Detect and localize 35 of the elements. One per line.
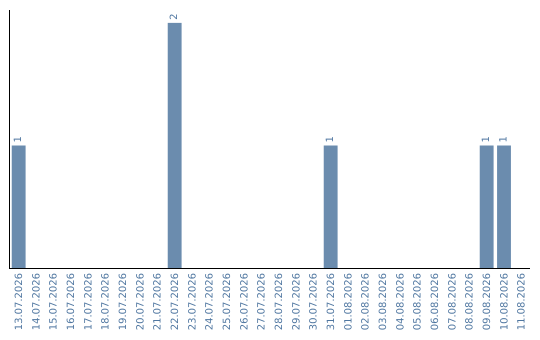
x-tick-label: 15.07.2026 <box>48 273 60 330</box>
x-tick-label: 25.07.2026 <box>222 273 233 330</box>
x-tick-label: 06.08.2026 <box>430 273 441 330</box>
x-tick-label: 10.08.2026 <box>499 273 510 330</box>
data-label: 1 <box>481 136 492 142</box>
data-label: 2 <box>169 14 180 20</box>
x-tick-label: 11.08.2026 <box>516 273 528 330</box>
x-tick-label: 02.08.2026 <box>360 273 372 330</box>
data-label: 1 <box>325 136 336 142</box>
x-tick-label: 01.08.2026 <box>343 273 354 330</box>
x-tick-label: 16.07.2026 <box>66 273 77 330</box>
x-tick-label: 23.07.2026 <box>187 273 198 330</box>
x-tick-label: 14.07.2026 <box>31 273 42 330</box>
data-label: 1 <box>13 136 24 142</box>
x-tick-label: 31.07.2026 <box>326 273 337 330</box>
x-tick-label: 28.07.2026 <box>274 273 285 330</box>
x-tick-label: 09.08.2026 <box>482 273 493 330</box>
x-tick-label: 13.07.2026 <box>14 273 25 330</box>
x-tick-label: 07.08.2026 <box>447 273 458 330</box>
data-label: 1 <box>498 136 510 142</box>
x-tick-label: 18.07.2026 <box>100 273 112 330</box>
x-tick-label: 05.08.2026 <box>412 273 424 330</box>
x-tick-label: 17.07.2026 <box>83 273 94 330</box>
x-tick-label: 24.07.2026 <box>204 273 216 330</box>
x-tick-label: 26.07.2026 <box>239 273 250 330</box>
x-tick-label: 27.07.2026 <box>256 273 268 330</box>
x-tick-label: 29.07.2026 <box>291 273 302 330</box>
x-tick-label: 21.07.2026 <box>152 273 164 330</box>
x-tick-label: 22.07.2026 <box>170 273 181 330</box>
x-tick-label: 03.08.2026 <box>378 273 389 330</box>
x-tick-label: 08.08.2026 <box>464 273 476 330</box>
x-tick-label: 04.08.2026 <box>395 273 406 330</box>
x-tick-label: 20.07.2026 <box>135 273 146 330</box>
x-tick-label: 30.07.2026 <box>308 273 320 330</box>
x-tick-label: 19.07.2026 <box>118 273 129 330</box>
